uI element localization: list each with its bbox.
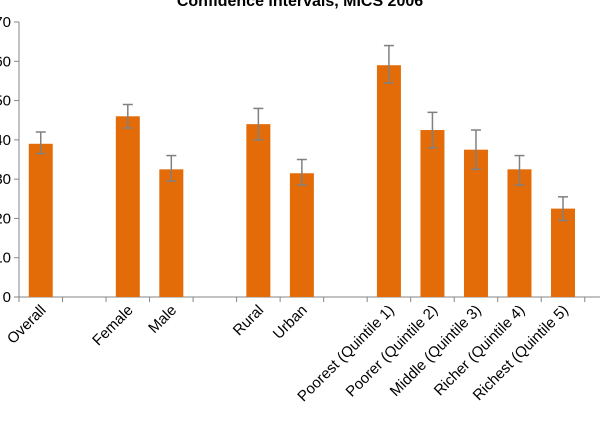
bar [289,173,314,297]
y-tick-label: 10 [0,250,11,267]
x-category-label: Rural [230,302,267,339]
y-tick-label: 70 [0,14,11,31]
x-category-label: Male [145,302,180,337]
bar [463,149,488,297]
y-tick-label: 30 [0,171,11,188]
chart-title: Confidence intervals, MICS 2006 [176,0,424,10]
y-tick-label: 50 [0,93,11,110]
x-category-label: Female [89,302,136,349]
bar [28,143,53,297]
y-tick-label: 0 [3,289,11,306]
x-category-label: Urban [270,302,311,343]
bar [507,169,532,297]
bar [115,116,140,298]
bar [159,169,184,297]
y-tick-label: 20 [0,210,11,227]
bar [420,130,445,297]
x-category-label: Overall [4,302,50,348]
y-tick-label: 40 [0,132,11,149]
y-tick-label: 60 [0,53,11,70]
bar [376,65,401,297]
bar [551,208,576,297]
bar [246,124,271,298]
